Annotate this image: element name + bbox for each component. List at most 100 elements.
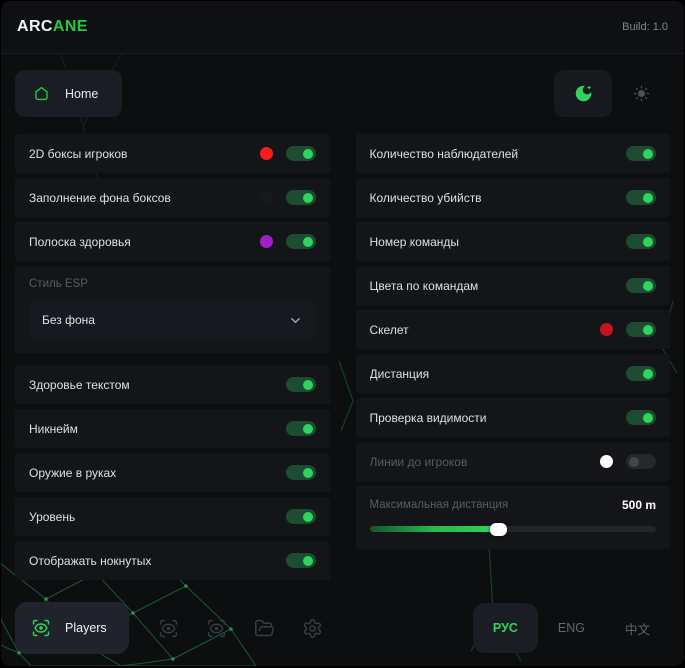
- scan-eye-icon: [31, 618, 51, 638]
- setting-label: Скелет: [369, 322, 409, 337]
- home-icon: [32, 84, 51, 103]
- toggle-knob: [629, 456, 639, 467]
- gear-icon: [302, 618, 323, 639]
- setting-label: Цвета по командам: [369, 278, 479, 293]
- lang-eng-button[interactable]: ENG: [557, 621, 585, 635]
- color-swatch[interactable]: [600, 455, 613, 468]
- toggle-switch[interactable]: [285, 234, 316, 249]
- toggle-knob: [643, 368, 653, 379]
- toggle-switch[interactable]: [285, 190, 316, 205]
- players-label: Players: [65, 621, 107, 635]
- toggle-switch[interactable]: [626, 146, 656, 161]
- color-swatch[interactable]: [259, 235, 273, 248]
- toggle-knob: [302, 467, 313, 478]
- setting-label: Номер команды: [369, 234, 460, 249]
- toggle-switch[interactable]: [285, 421, 316, 436]
- esp-style-dropdown[interactable]: Без фона: [29, 301, 316, 339]
- row-show-knocked: Отображать нокнутых: [15, 541, 330, 580]
- toggle-knob: [643, 412, 653, 423]
- toggle-switch[interactable]: [285, 509, 316, 524]
- slider-handle[interactable]: [490, 522, 508, 536]
- aim-tab-button[interactable]: [158, 618, 179, 639]
- toggle-knob: [643, 148, 653, 159]
- toggle-switch[interactable]: [626, 366, 656, 381]
- toggle-switch[interactable]: [626, 454, 656, 469]
- world-tab-button[interactable]: [206, 618, 227, 639]
- setting-label: Количество наблюдателей: [369, 146, 519, 161]
- sub-bar: Home: [1, 54, 684, 117]
- toggle-switch[interactable]: [285, 377, 316, 392]
- toggle-knob: [643, 324, 653, 335]
- toggle-knob: [302, 379, 313, 390]
- lang-rus-button[interactable]: РУС: [472, 603, 538, 653]
- row-team-colors: Цвета по командам: [355, 266, 670, 305]
- esp-style-label: Стиль ESP: [29, 278, 88, 290]
- scan-eye-icon: [206, 618, 227, 639]
- setting-label: Здоровье текстом: [29, 377, 130, 392]
- row-max-distance: Максимальная дистанция 500 m: [355, 486, 670, 549]
- esp-style-block: Стиль ESP Без фона: [15, 266, 330, 353]
- toggle-knob: [643, 236, 653, 247]
- toggle-switch[interactable]: [626, 278, 656, 293]
- configs-tab-button[interactable]: [254, 618, 275, 639]
- home-button[interactable]: Home: [15, 70, 123, 117]
- toggle-switch[interactable]: [626, 322, 656, 337]
- setting-label: Оружие в руках: [29, 465, 117, 480]
- color-swatch[interactable]: [259, 191, 273, 204]
- setting-label: Уровень: [29, 509, 76, 524]
- players-tab[interactable]: Players: [15, 602, 129, 654]
- sun-icon: [633, 85, 650, 102]
- row-skeleton: Скелет: [355, 310, 670, 349]
- theme-switcher: [554, 70, 670, 117]
- setting-label: Никнейм: [29, 421, 78, 436]
- row-distance: Дистанция: [355, 354, 670, 393]
- toggle-switch[interactable]: [285, 146, 316, 161]
- light-theme-button[interactable]: [612, 70, 670, 117]
- toggle-switch[interactable]: [626, 234, 656, 249]
- setting-label: Дистанция: [369, 366, 430, 381]
- setting-label: Полоска здоровья: [29, 234, 131, 249]
- row-2d-boxes: 2D боксы игроков: [15, 134, 330, 173]
- toggle-knob: [643, 192, 653, 203]
- setting-label: Заполнение фона боксов: [29, 190, 171, 205]
- max-distance-slider[interactable]: [369, 522, 656, 536]
- toggle-knob: [643, 280, 653, 291]
- toggle-switch[interactable]: [285, 465, 316, 480]
- toggle-switch[interactable]: [285, 553, 316, 568]
- dark-theme-button[interactable]: [554, 70, 612, 117]
- bottom-bar: Players: [1, 590, 684, 666]
- toggle-switch[interactable]: [626, 190, 656, 205]
- row-kill-count: Количество убийств: [355, 178, 670, 217]
- toggle-knob: [302, 555, 313, 566]
- toggle-switch[interactable]: [626, 410, 656, 425]
- lang-zh-button[interactable]: 中文: [624, 622, 650, 637]
- row-visibility-check: Проверка видимости: [355, 398, 670, 437]
- chevron-down-icon: [288, 313, 303, 328]
- row-team-number: Номер команды: [355, 222, 670, 261]
- toggle-knob: [302, 192, 313, 203]
- row-level: Уровень: [15, 497, 330, 536]
- brand-logo: ARCANE: [17, 18, 88, 36]
- toggle-knob: [302, 511, 313, 522]
- esp-style-value: Без фона: [42, 313, 95, 327]
- brand-accent: ANE: [52, 18, 88, 35]
- toggle-knob: [302, 148, 313, 159]
- title-bar: ARCANE Build: 1.0: [1, 1, 684, 54]
- color-swatch[interactable]: [259, 147, 273, 160]
- color-swatch[interactable]: [600, 323, 613, 336]
- home-label: Home: [65, 86, 99, 101]
- build-version: Build: 1.0: [622, 21, 668, 33]
- settings-column-right: Количество наблюдателей Количество убийс…: [355, 134, 670, 585]
- settings-tab-button[interactable]: [302, 618, 323, 639]
- brand-main: ARC: [17, 18, 53, 35]
- row-weapon-in-hands: Оружие в руках: [15, 453, 330, 492]
- row-nickname: Никнейм: [15, 409, 330, 448]
- toggle-knob: [302, 236, 313, 247]
- row-spectator-count: Количество наблюдателей: [355, 134, 670, 173]
- row-health-text: Здоровье текстом: [15, 365, 330, 404]
- max-distance-value: 500 m: [621, 498, 656, 512]
- scan-eye-icon: [158, 618, 179, 639]
- row-box-fill: Заполнение фона боксов: [15, 178, 330, 217]
- footer-tools: [158, 618, 323, 639]
